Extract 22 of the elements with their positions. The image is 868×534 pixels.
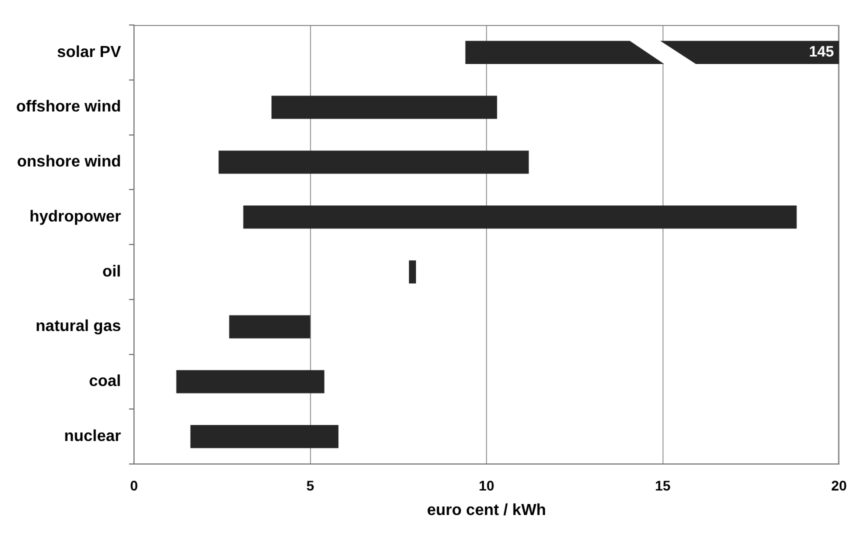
x-tick-label: 20 xyxy=(831,477,847,494)
x-axis-title: euro cent / kWh xyxy=(426,502,546,519)
y-tick-label: oil xyxy=(102,263,121,280)
bar xyxy=(190,425,338,448)
x-tick-label: 5 xyxy=(306,477,314,494)
bar xyxy=(229,315,310,338)
y-tick-label: offshore wind xyxy=(16,98,121,116)
bar xyxy=(243,206,797,229)
bar xyxy=(271,96,498,119)
x-tick-label: 10 xyxy=(478,477,494,494)
y-tick-label: onshore wind xyxy=(17,154,121,171)
bar xyxy=(408,260,416,284)
x-tick-label: 15 xyxy=(654,477,671,494)
x-tick-label: 0 xyxy=(130,477,138,494)
y-tick-label: natural gas xyxy=(36,318,122,336)
y-tick-label: nuclear xyxy=(64,428,121,445)
y-tick-label: hydropower xyxy=(29,208,121,226)
y-tick-label: solar PV xyxy=(56,44,122,61)
annotation: 145 xyxy=(808,44,834,61)
bar xyxy=(176,370,324,394)
bar xyxy=(218,150,529,174)
y-tick-label: coal xyxy=(88,373,121,390)
